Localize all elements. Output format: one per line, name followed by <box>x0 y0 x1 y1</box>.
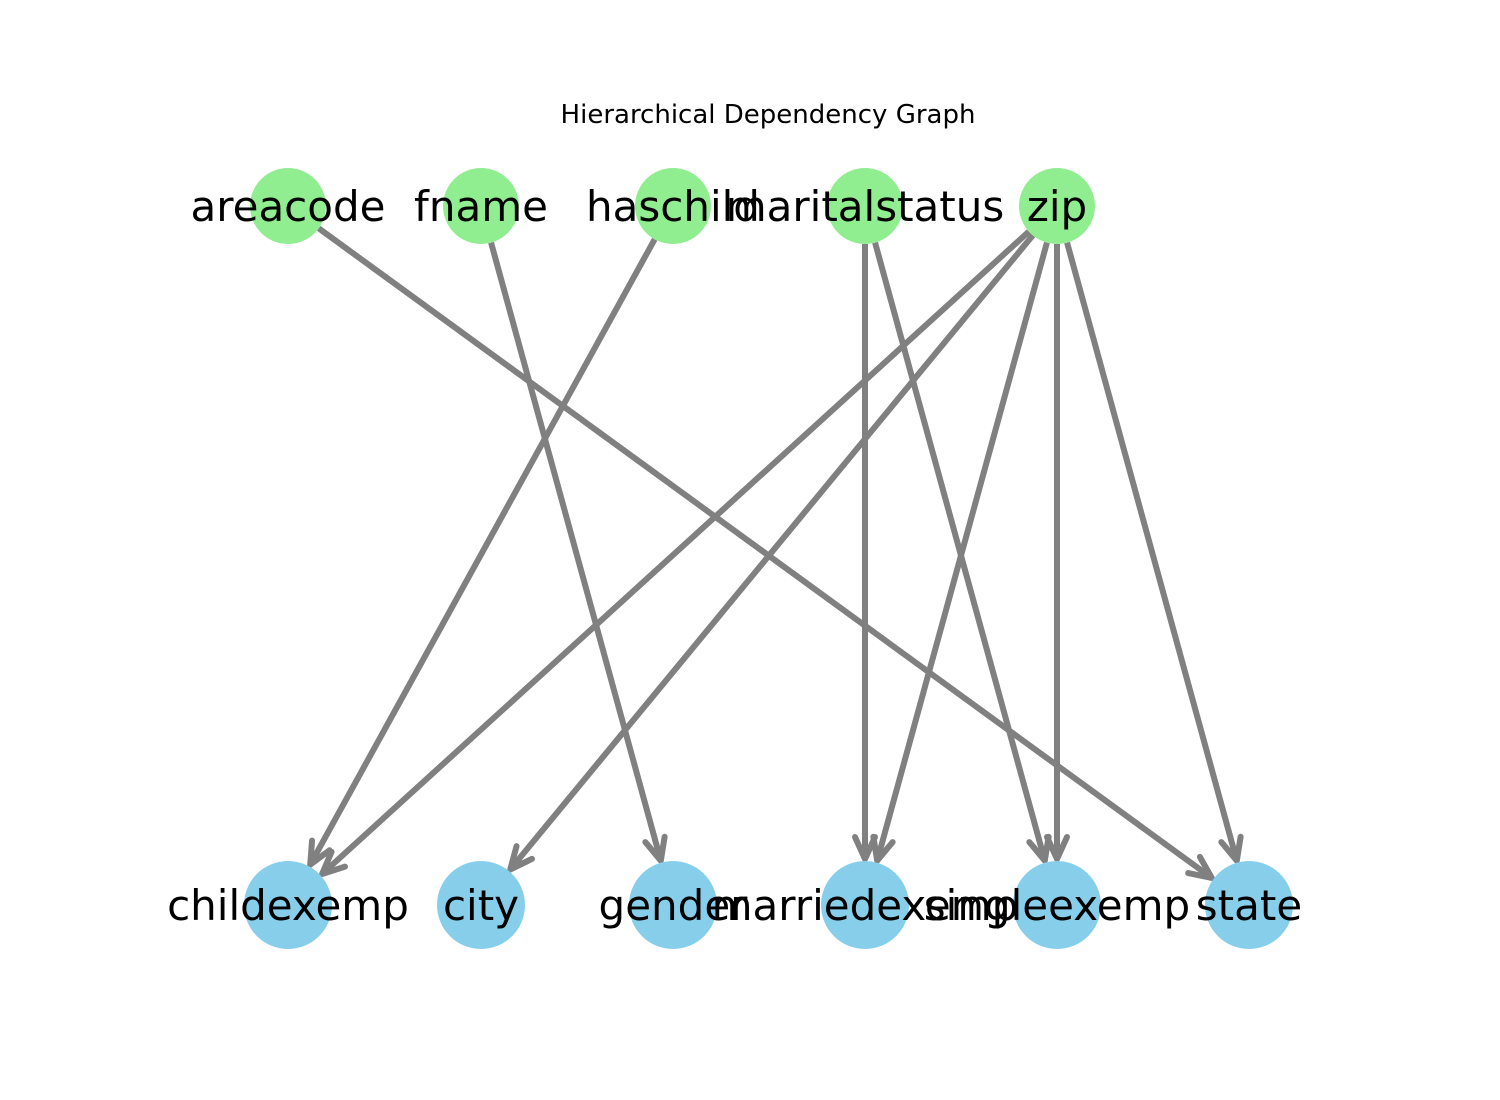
edge-arrowhead <box>319 848 349 878</box>
node-label-gender: gender <box>599 881 749 930</box>
node-city <box>437 861 525 949</box>
node-label-marriedexemp: marriedexemp <box>712 881 1019 930</box>
edge-line <box>320 229 1031 877</box>
edge-arrowhead <box>307 837 333 868</box>
edge-zip-to-state <box>1064 241 1244 864</box>
node-marriedexemp <box>821 861 909 949</box>
edge-arrowhead <box>1044 834 1070 862</box>
graph-title: Hierarchical Dependency Graph <box>561 100 976 130</box>
node-haschild <box>635 168 711 244</box>
node-areacode <box>250 168 326 244</box>
node-label-city: city <box>443 881 519 930</box>
nodes-layer <box>244 168 1293 949</box>
edge-line <box>1064 241 1240 862</box>
edge-line <box>316 225 1214 881</box>
node-label-maritalstatus: maritalstatus <box>726 182 1005 231</box>
node-label-state: state <box>1196 881 1302 930</box>
edge-zip-to-marriedexemp <box>870 241 1050 864</box>
edge-arrowhead <box>1185 853 1215 881</box>
edge-arrowhead <box>1218 833 1244 864</box>
edge-arrowhead <box>870 833 896 864</box>
node-label-areacode: areacode <box>191 182 386 231</box>
node-gender <box>629 861 717 949</box>
edge-fname-to-gender <box>488 241 668 864</box>
edge-line <box>507 233 1036 872</box>
node-label-haschild: haschild <box>586 182 760 231</box>
node-state <box>1205 861 1293 949</box>
edge-arrowhead <box>642 833 668 864</box>
edge-line <box>874 241 1050 862</box>
edge-haschild-to-childexemp <box>307 237 658 868</box>
edge-zip-to-city <box>507 233 1036 873</box>
edge-areacode-to-state <box>316 225 1215 881</box>
edge-zip-to-childexemp <box>319 229 1031 878</box>
node-label-singleexemp: singleexemp <box>924 881 1190 930</box>
node-fname <box>443 168 519 244</box>
node-label-zip: zip <box>1027 182 1087 231</box>
node-singleexemp <box>1013 861 1101 949</box>
node-label-fname: fname <box>414 182 548 231</box>
edge-arrowhead <box>507 843 535 873</box>
edge-line <box>488 241 664 862</box>
node-maritalstatus <box>827 168 903 244</box>
edges-layer <box>307 225 1244 881</box>
edge-line <box>307 237 658 867</box>
node-label-childexemp: childexemp <box>167 881 409 930</box>
node-childexemp <box>244 861 332 949</box>
edge-maritalstatus-to-marriedexemp <box>852 244 878 862</box>
edge-zip-to-singleexemp <box>1044 244 1070 862</box>
node-zip <box>1019 168 1095 244</box>
